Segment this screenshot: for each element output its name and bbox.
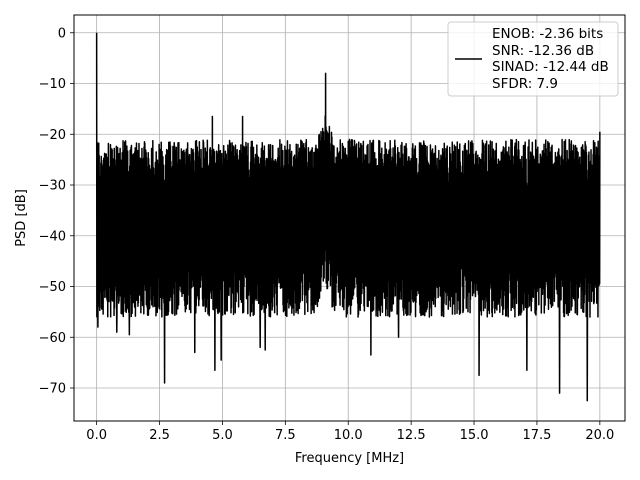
x-tick-label: 15.0 xyxy=(460,428,489,443)
legend-snr: SNR: -12.36 dB xyxy=(492,43,594,59)
y-tick-label: −40 xyxy=(39,229,66,244)
legend-sfdr: SFDR: 7.9 xyxy=(492,76,558,92)
plot-area xyxy=(95,32,601,402)
axes-frame xyxy=(73,14,626,422)
x-tick-label: 0.0 xyxy=(86,428,107,443)
y-axis-ticks: 0 −10 −20 −30 −40 −50 −60 −70 xyxy=(39,26,74,397)
x-tick-label: 17.5 xyxy=(522,428,551,443)
y-tick-label: −60 xyxy=(39,331,66,346)
x-tick-label: 20.0 xyxy=(585,428,614,443)
y-tick-label: −30 xyxy=(39,179,66,194)
x-tick-label: 12.5 xyxy=(397,428,426,443)
legend-sinad: SINAD: -12.44 dB xyxy=(492,59,609,75)
legend-box xyxy=(447,21,619,97)
x-tick-label: 5.0 xyxy=(212,428,233,443)
x-tick-label: 10.0 xyxy=(334,428,363,443)
y-tick-label: −70 xyxy=(39,382,66,397)
y-tick-label: −50 xyxy=(39,280,66,295)
x-tick-label: 2.5 xyxy=(149,428,170,443)
y-tick-label: −20 xyxy=(39,128,66,143)
y-axis-label: PSD [dB] xyxy=(14,189,29,247)
y-tick-label: −10 xyxy=(39,77,66,92)
y-tick-label: 0 xyxy=(58,26,66,41)
legend: ENOB: -2.36 bits SNR: -12.36 dB SINAD: -… xyxy=(447,21,619,97)
x-tick-label: 7.5 xyxy=(275,428,296,443)
legend-enob: ENOB: -2.36 bits xyxy=(492,26,603,42)
x-axis-ticks: 0.0 2.5 5.0 7.5 10.0 12.5 15.0 17.5 20.0 xyxy=(86,421,614,443)
psd-series-line xyxy=(95,32,601,402)
x-axis-label: Frequency [MHz] xyxy=(295,451,404,466)
